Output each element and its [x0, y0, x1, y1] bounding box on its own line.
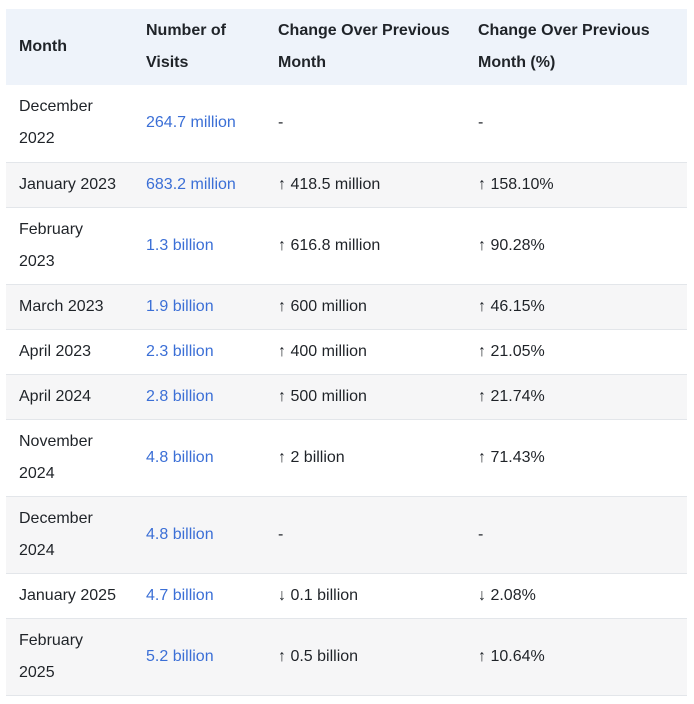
cell-change-pct: ↑ 21.05% — [478, 342, 545, 360]
cell-change-pct: ↑ 90.28% — [478, 236, 545, 254]
cell-change: - — [278, 525, 284, 543]
table-row: February 2023 1.3 billion ↑ 616.8 millio… — [6, 207, 687, 284]
cell-visits: 4.8 billion — [146, 448, 214, 466]
table-row: January 2025 4.7 billion ↓ 0.1 billion ↓… — [6, 573, 687, 618]
cell-change: ↑ 2 billion — [278, 448, 345, 466]
cell-visits: 5.2 billion — [146, 647, 214, 665]
header-visits: Number of Visits — [146, 22, 226, 71]
cell-change: ↑ 418.5 million — [278, 175, 381, 193]
table-row: January 2023 683.2 million ↑ 418.5 milli… — [6, 162, 687, 207]
table-row: December 2022 264.7 million - - — [6, 85, 687, 162]
table-row: December 2024 4.8 billion - - — [6, 496, 687, 573]
table-row: March 2023 1.9 billion ↑ 600 million ↑ 4… — [6, 284, 687, 329]
table-row: April 2024 2.8 billion ↑ 500 million ↑ 2… — [6, 374, 687, 419]
cell-change-pct: ↑ 158.10% — [478, 175, 554, 193]
header-row: Month Number of Visits Change Over Previ… — [6, 9, 687, 85]
cell-month: March 2023 — [19, 297, 104, 315]
cell-month: April 2023 — [19, 342, 92, 360]
cell-month: January 2025 — [19, 586, 116, 604]
header-month: Month — [19, 38, 67, 55]
cell-visits: 2.8 billion — [146, 387, 214, 405]
table-row: November 2024 4.8 billion ↑ 2 billion ↑ … — [6, 419, 687, 496]
cell-change: ↑ 616.8 million — [278, 236, 381, 254]
table-header: Month Number of Visits Change Over Previ… — [6, 9, 687, 85]
cell-change-pct: ↑ 21.74% — [478, 387, 545, 405]
cell-visits: 683.2 million — [146, 175, 236, 193]
cell-visits: 4.7 billion — [146, 586, 214, 604]
header-change-pct: Change Over Previous Month (%) — [478, 22, 650, 71]
visits-table-container: Month Number of Visits Change Over Previ… — [6, 9, 687, 696]
header-change: Change Over Previous Month — [278, 22, 450, 71]
cell-visits: 264.7 million — [146, 114, 236, 132]
cell-visits: 4.8 billion — [146, 525, 214, 543]
cell-month: April 2024 — [19, 387, 92, 405]
cell-change-pct: ↓ 2.08% — [478, 586, 536, 604]
cell-change-pct: ↑ 46.15% — [478, 297, 545, 315]
cell-change: ↑ 500 million — [278, 387, 367, 405]
cell-change: ↑ 600 million — [278, 297, 367, 315]
cell-month: February 2025 — [19, 631, 84, 681]
cell-change: ↑ 0.5 billion — [278, 647, 359, 665]
cell-visits: 2.3 billion — [146, 342, 214, 360]
cell-month: February 2023 — [19, 220, 84, 270]
cell-change-pct: ↑ 71.43% — [478, 448, 545, 466]
cell-change: ↑ 400 million — [278, 342, 367, 360]
table-row: February 2025 5.2 billion ↑ 0.5 billion … — [6, 618, 687, 695]
cell-month: November 2024 — [19, 432, 93, 482]
cell-visits: 1.9 billion — [146, 297, 214, 315]
cell-change: - — [278, 114, 284, 132]
cell-month: January 2023 — [19, 175, 116, 193]
cell-month: December 2024 — [19, 509, 93, 559]
cell-month: December 2022 — [19, 98, 93, 148]
table-row: April 2023 2.3 billion ↑ 400 million ↑ 2… — [6, 329, 687, 374]
cell-change-pct: - — [478, 525, 484, 543]
cell-visits: 1.3 billion — [146, 236, 214, 254]
cell-change-pct: - — [478, 114, 484, 132]
monthly-visits-table: Month Number of Visits Change Over Previ… — [6, 9, 687, 696]
cell-change: ↓ 0.1 billion — [278, 586, 359, 604]
table-body: December 2022 264.7 million - - January … — [6, 85, 687, 695]
cell-change-pct: ↑ 10.64% — [478, 647, 545, 665]
